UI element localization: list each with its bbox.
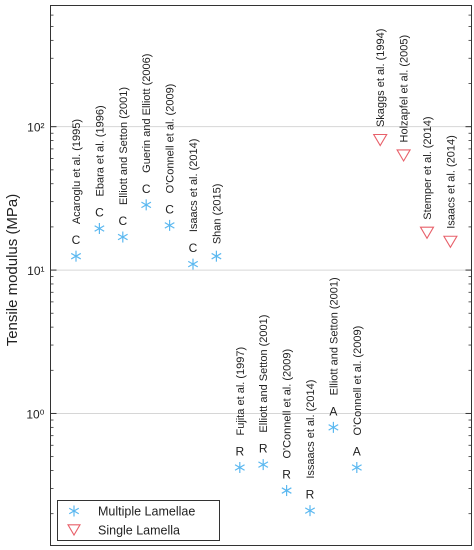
study-label: O'Connell et al. (2009): [165, 84, 177, 194]
condition-code-label: C: [165, 202, 174, 216]
legend-marker: [67, 524, 81, 537]
y-axis-label: Tensile modulus (MPa): [4, 194, 21, 347]
legend-label: Multiple Lamellae: [98, 505, 195, 519]
multiple-lamellae-marker: [94, 222, 105, 234]
point-labels: C Acaroglu et al. (1995) C Ebara et al. (19…: [71, 29, 457, 502]
study-label: Shan (2015): [211, 184, 223, 245]
single-lamella-marker: [442, 235, 458, 249]
study-label: O'Connell et al. (2009): [282, 349, 294, 459]
legend-label: Single Lamella: [98, 524, 180, 538]
study-label: Acaroglu et al. (1995): [71, 119, 83, 224]
y-tick-label: 10²: [27, 121, 44, 135]
condition-code-label: C: [189, 241, 198, 255]
study-label: Guerin and Elliott (2006): [141, 54, 153, 173]
legend: Multiple Lamellae Single Lamella: [57, 500, 220, 541]
condition-code-label: C: [72, 233, 81, 247]
multiple-lamellae-marker: [234, 461, 245, 473]
study-label: Stemper et al. (2014): [422, 116, 434, 219]
condition-code-label: C: [118, 214, 127, 228]
condition-code-label: A: [329, 404, 337, 418]
multiple-lamellae-marker: [117, 231, 128, 243]
study-label: Fujita et al. (1997): [235, 347, 247, 436]
single-lamella-marker: [372, 133, 388, 147]
study-label: O'Connell et al. (2009): [352, 326, 364, 436]
condition-code-label: C: [95, 205, 104, 219]
condition-code-label: R: [306, 488, 315, 502]
multiple-lamellae-marker: [164, 219, 175, 231]
single-lamella-marker: [419, 226, 435, 240]
condition-code-label: R: [282, 468, 291, 482]
y-tick-label: 10⁰: [26, 407, 44, 421]
multiple-lamellae-marker: [328, 421, 339, 433]
study-label: Elliott and Setton (2001): [118, 87, 130, 205]
y-axis: 10⁰ 10¹ 10²: [26, 5, 472, 515]
study-label: Isaacs et al. (2014): [188, 139, 200, 233]
grid-lines: [50, 126, 472, 414]
single-lamella-marker: [396, 149, 412, 163]
study-label: Skaggs et al. (1994): [375, 29, 387, 127]
study-label: Ebara et al. (1996): [94, 105, 106, 196]
multiple-lamellae-marker: [141, 199, 152, 211]
condition-code-label: R: [259, 442, 268, 456]
study-label: Issaacs et al. (2014): [305, 380, 317, 479]
multiple-lamellae-marker: [211, 250, 222, 262]
study-label: Holzapfel et al. (2005): [399, 35, 411, 143]
multiple-lamellae-marker: [281, 485, 292, 497]
condition-code-label: C: [142, 182, 151, 196]
study-label: Isaacs et al. (2014): [445, 135, 457, 229]
condition-code-label: A: [353, 444, 361, 458]
multiple-lamellae-marker: [351, 461, 362, 473]
multiple-lamellae-marker: [187, 258, 199, 270]
multiple-lamellae-marker: [70, 250, 82, 262]
plot-area-frame: [50, 5, 472, 546]
legend-marker: [68, 505, 80, 517]
y-tick-label: 10¹: [27, 264, 44, 278]
multiple-lamellae-marker: [258, 459, 269, 471]
condition-code-label: R: [235, 444, 244, 458]
multiple-lamellae-marker: [304, 505, 316, 517]
study-label: Elliott and Setton (2001): [328, 277, 340, 395]
data-markers: [70, 133, 458, 517]
legend-box: [57, 500, 220, 541]
study-label: Elliott and Setton (2001): [258, 315, 270, 433]
